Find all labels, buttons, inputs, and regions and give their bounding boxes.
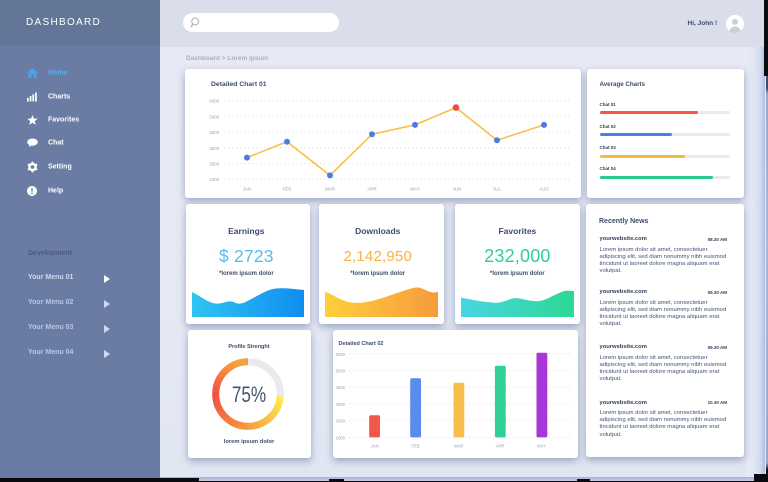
svg-text:MAR: MAR <box>325 186 336 191</box>
svg-text:6000: 6000 <box>209 98 220 103</box>
svg-text:6000: 6000 <box>335 352 345 357</box>
svg-text:JUL: JUL <box>493 186 501 191</box>
svg-text:JAN: JAN <box>243 186 252 191</box>
svg-text:5000: 5000 <box>209 114 220 119</box>
svg-text:APR: APR <box>367 186 377 191</box>
svg-text:MAR: MAR <box>454 444 463 449</box>
svg-text:MAY: MAY <box>537 444 546 449</box>
svg-text:MAY: MAY <box>410 186 419 191</box>
svg-text:1000: 1000 <box>335 435 345 440</box>
svg-text:JAN: JAN <box>370 444 378 449</box>
svg-text:4000: 4000 <box>335 385 345 390</box>
svg-text:APR: APR <box>495 444 504 449</box>
svg-text:AUG: AUG <box>539 186 549 191</box>
svg-text:2000: 2000 <box>335 419 345 424</box>
svg-text:4000: 4000 <box>209 130 220 135</box>
svg-text:3000: 3000 <box>335 402 345 407</box>
svg-text:1000: 1000 <box>209 177 220 182</box>
svg-text:FEB: FEB <box>283 186 292 191</box>
svg-text:FEB: FEB <box>411 444 419 449</box>
svg-text:5000: 5000 <box>335 369 345 374</box>
svg-text:2000: 2000 <box>209 161 220 166</box>
svg-text:3000: 3000 <box>209 145 220 150</box>
svg-text:JUN: JUN <box>453 186 462 191</box>
